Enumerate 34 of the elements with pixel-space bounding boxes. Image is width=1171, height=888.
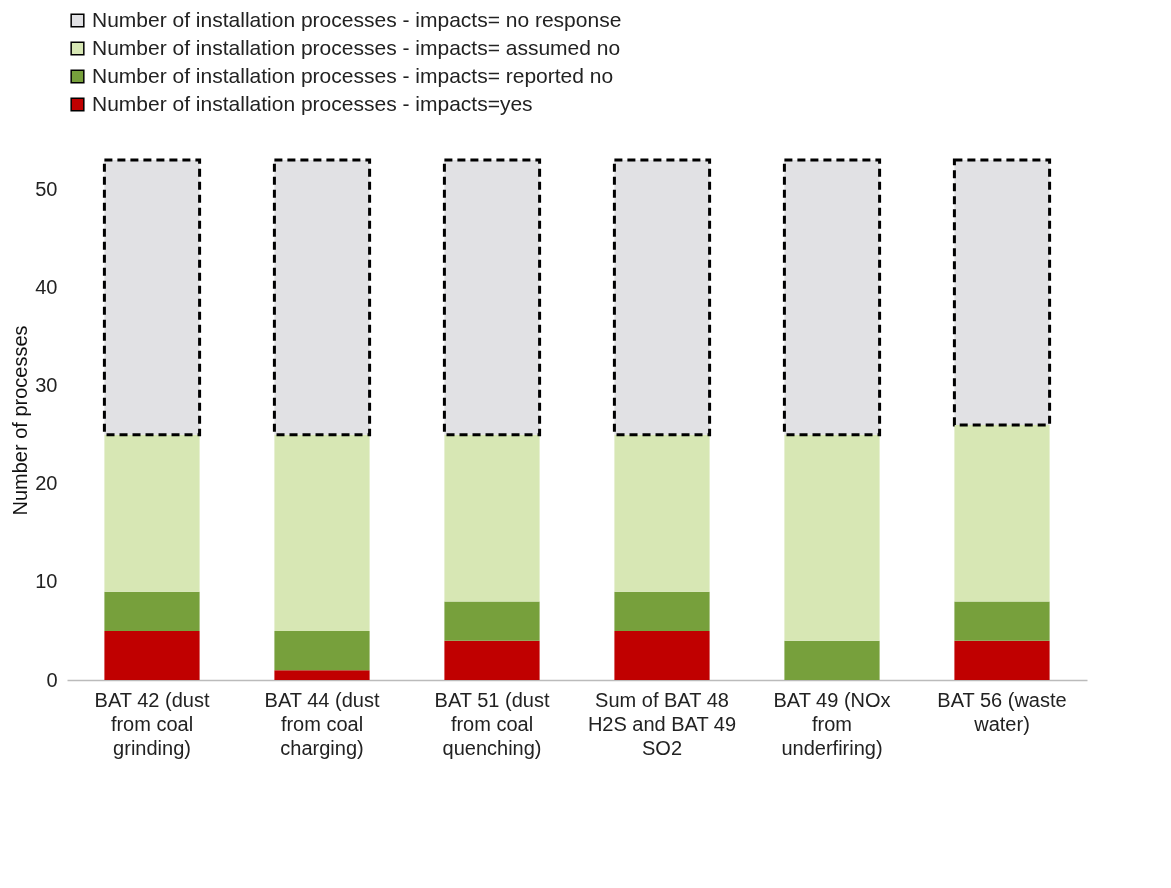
y-tick-label: 50	[35, 177, 58, 200]
x-tick-label: BAT 49 (NOx from underfiring)	[773, 688, 891, 759]
y-tick-label: 0	[46, 668, 58, 691]
bar	[954, 601, 1050, 641]
bar	[784, 434, 880, 641]
bar	[444, 640, 540, 680]
bar	[274, 434, 370, 631]
x-tick-label: BAT 56 (waste water)	[937, 688, 1067, 735]
bar	[444, 434, 540, 602]
bar	[444, 601, 540, 641]
y-tick-label: 20	[35, 472, 58, 495]
bar	[274, 630, 370, 671]
x-tick-label: BAT 44 (dust from coal charging)	[264, 688, 380, 759]
x-tick-label: BAT 51 (dust from coal quenching)	[434, 688, 550, 759]
bar	[954, 424, 1050, 602]
bar	[614, 434, 710, 592]
legend-label: Number of installation processes - impacts= reported no	[92, 63, 614, 87]
legend-label: Number of installation processes - impacts=yes	[92, 91, 533, 115]
y-tick-label: 10	[35, 570, 58, 593]
bar	[614, 630, 710, 680]
bar	[954, 640, 1050, 680]
bar	[784, 640, 880, 680]
bar	[104, 434, 200, 592]
bar	[274, 670, 370, 680]
bar	[614, 591, 710, 631]
x-tick-label: Sum of BAT 48 H2S and BAT 49 SO2	[587, 688, 737, 759]
y-tick-label: 40	[35, 276, 58, 299]
y-axis-title: Number of processes	[9, 325, 32, 516]
bar	[104, 630, 200, 680]
bar	[104, 591, 200, 631]
y-tick-label: 30	[35, 374, 58, 397]
legend-label: Number of installation processes - impacts= assumed no	[92, 35, 621, 59]
legend-label: Number of installation processes - impacts= no response	[92, 7, 622, 31]
x-tick-label: BAT 42 (dust from coal grinding)	[94, 688, 210, 759]
